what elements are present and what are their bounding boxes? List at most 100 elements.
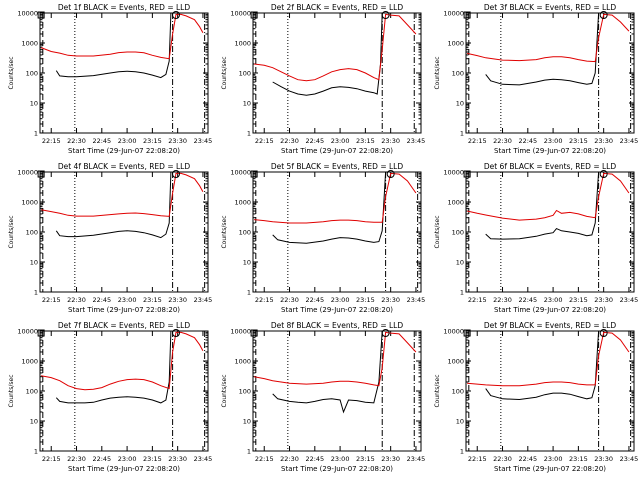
series-events-line bbox=[55, 171, 172, 239]
x-tick-label: 22:15 bbox=[468, 455, 487, 463]
y-tick-label: 100 bbox=[239, 70, 251, 78]
x-tick-label: 23:00 bbox=[118, 296, 137, 304]
x-axis-label: Start Time (29-Jun-07 22:08:20) bbox=[494, 465, 606, 473]
x-tick-label: 22:30 bbox=[493, 455, 512, 463]
chart-panel-5: Det 5f BLACK = Events, RED = LLD Counts/s… bbox=[221, 162, 425, 314]
x-tick-label: 22:15 bbox=[468, 137, 487, 145]
x-tick-label: 22:30 bbox=[280, 137, 299, 145]
x-tick-label: 23:00 bbox=[544, 137, 563, 145]
series-events-line bbox=[55, 12, 175, 79]
x-tick-label: 23:15 bbox=[143, 296, 162, 304]
x-tick-label: 22:30 bbox=[493, 137, 512, 145]
circle-marker bbox=[599, 170, 608, 178]
x-tick-label: 23:45 bbox=[407, 455, 426, 463]
y-tick-label: 10000 bbox=[17, 169, 38, 177]
y-tick-label: 10000 bbox=[443, 328, 464, 336]
x-tick-label: 23:30 bbox=[381, 455, 400, 463]
x-tick-label: 23:45 bbox=[194, 137, 213, 145]
x-tick-label: 22:15 bbox=[255, 137, 274, 145]
series-lld-line bbox=[467, 331, 630, 387]
chart-panel-3: Det 3f BLACK = Events, RED = LLD Counts/s… bbox=[434, 3, 638, 155]
circle-marker bbox=[386, 170, 395, 178]
y-tick-label: 1000 bbox=[447, 40, 464, 48]
x-tick-label: 23:00 bbox=[544, 296, 563, 304]
chart-title: Det 2f BLACK = Events, RED = LLD bbox=[271, 3, 404, 12]
y-axis-label: Counts/sec bbox=[8, 215, 15, 248]
x-tick-label: 23:00 bbox=[118, 137, 137, 145]
y-tick-label: 10000 bbox=[17, 328, 38, 336]
y-tick-label: 10 bbox=[30, 100, 38, 108]
x-tick-label: 22:45 bbox=[518, 137, 537, 145]
x-tick-label: 23:00 bbox=[331, 455, 350, 463]
x-tick-label: 23:00 bbox=[118, 455, 137, 463]
series-lld-line bbox=[466, 172, 630, 221]
x-tick-label: 23:00 bbox=[544, 455, 563, 463]
series-events-line bbox=[485, 171, 600, 240]
plot-frame bbox=[465, 171, 635, 293]
plot-frame bbox=[252, 330, 422, 452]
series-lld-line bbox=[466, 13, 630, 63]
y-tick-label: 100 bbox=[26, 388, 38, 396]
chart-title: Det 3f BLACK = Events, RED = LLD bbox=[484, 3, 617, 12]
y-axis-label: Counts/sec bbox=[434, 56, 441, 89]
y-axis-label: Counts/sec bbox=[434, 374, 441, 407]
y-tick-label: 1 bbox=[34, 289, 38, 297]
y-tick-label: 1000 bbox=[234, 358, 251, 366]
x-tick-label: 23:30 bbox=[381, 296, 400, 304]
y-tick-label: 100 bbox=[26, 70, 38, 78]
chart-title: Det 4f BLACK = Events, RED = LLD bbox=[58, 162, 191, 171]
series-events-line bbox=[272, 12, 383, 96]
y-tick-label: 10 bbox=[243, 100, 251, 108]
x-tick-label: 23:45 bbox=[620, 296, 639, 304]
square-marker bbox=[250, 329, 258, 337]
chart-title: Det 7f BLACK = Events, RED = LLD bbox=[58, 321, 191, 330]
x-axis-label: Start Time (29-Jun-07 22:08:20) bbox=[281, 306, 393, 314]
y-tick-label: 100 bbox=[239, 388, 251, 396]
plot-frame bbox=[252, 171, 422, 293]
circle-marker bbox=[381, 11, 390, 19]
y-tick-label: 1000 bbox=[21, 358, 38, 366]
x-tick-label: 23:45 bbox=[194, 455, 213, 463]
square-marker bbox=[37, 329, 45, 337]
x-tick-label: 23:45 bbox=[194, 296, 213, 304]
square-marker bbox=[250, 11, 258, 19]
y-tick-label: 10 bbox=[456, 259, 464, 267]
y-tick-label: 10000 bbox=[230, 169, 251, 177]
x-tick-label: 23:30 bbox=[168, 137, 187, 145]
series-events-line bbox=[272, 171, 387, 244]
x-tick-label: 22:15 bbox=[255, 296, 274, 304]
x-tick-label: 22:30 bbox=[280, 296, 299, 304]
x-axis-label: Start Time (29-Jun-07 22:08:20) bbox=[68, 306, 180, 314]
x-tick-label: 23:15 bbox=[356, 137, 375, 145]
plot-frame bbox=[39, 330, 209, 452]
circle-marker bbox=[171, 11, 180, 19]
x-tick-label: 23:30 bbox=[168, 296, 187, 304]
x-axis-label: Start Time (29-Jun-07 22:08:20) bbox=[494, 147, 606, 155]
x-tick-label: 23:15 bbox=[356, 455, 375, 463]
chart-panel-4: Det 4f BLACK = Events, RED = LLD Counts/s… bbox=[8, 162, 212, 314]
y-tick-label: 10 bbox=[456, 418, 464, 426]
y-tick-label: 10 bbox=[30, 418, 38, 426]
x-axis-label: Start Time (29-Jun-07 22:08:20) bbox=[68, 147, 180, 155]
series-lld-line bbox=[40, 13, 204, 60]
chart-title: Det 6f BLACK = Events, RED = LLD bbox=[484, 162, 617, 171]
circle-marker bbox=[599, 329, 608, 337]
y-tick-label: 1 bbox=[247, 448, 251, 456]
chart-title: Det 5f BLACK = Events, RED = LLD bbox=[271, 162, 404, 171]
x-tick-label: 22:30 bbox=[67, 137, 86, 145]
x-tick-label: 23:15 bbox=[143, 455, 162, 463]
x-tick-label: 22:45 bbox=[305, 137, 324, 145]
y-tick-label: 10000 bbox=[230, 328, 251, 336]
y-tick-label: 10 bbox=[30, 259, 38, 267]
x-tick-label: 23:30 bbox=[168, 455, 187, 463]
y-tick-label: 100 bbox=[26, 229, 38, 237]
y-tick-label: 100 bbox=[239, 229, 251, 237]
series-lld-line bbox=[41, 331, 204, 391]
chart-title: Det 1f BLACK = Events, RED = LLD bbox=[58, 3, 191, 12]
x-tick-label: 23:15 bbox=[569, 296, 588, 304]
x-tick-label: 22:15 bbox=[255, 455, 274, 463]
y-tick-label: 10000 bbox=[230, 10, 251, 18]
y-tick-label: 1000 bbox=[447, 358, 464, 366]
y-tick-label: 1 bbox=[460, 448, 464, 456]
x-tick-label: 22:45 bbox=[92, 137, 111, 145]
